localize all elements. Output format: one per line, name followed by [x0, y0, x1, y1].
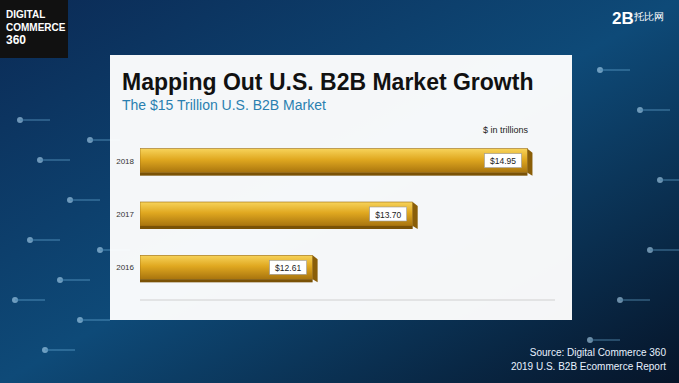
subtitle: The $15 Trillion U.S. B2B Market [122, 97, 326, 113]
logo-right-text: 托比网 [633, 11, 664, 22]
circuit-line [40, 160, 70, 161]
circuit-line [590, 340, 620, 341]
bar-shadow [140, 173, 527, 176]
data-label-box [370, 207, 407, 221]
circuit-line [80, 320, 110, 321]
category-label: 2018 [116, 157, 134, 166]
page: {"chart_data": {"type": "bar", "orientat… [0, 0, 679, 383]
x-axis-line [140, 300, 555, 301]
circuit-line [60, 280, 90, 281]
bar-cap [527, 149, 532, 176]
data-label: $14.95 [490, 156, 516, 166]
bar [140, 255, 313, 279]
bars [140, 149, 532, 283]
panel [110, 55, 572, 320]
category-label: 2016 [116, 263, 134, 272]
logo-right-text: 2B [612, 9, 634, 28]
circuit-line [660, 180, 679, 181]
category-label: 2017 [116, 210, 134, 219]
circuit-line [30, 240, 60, 241]
data-label: $13.70 [375, 210, 401, 220]
axis-label: $ in trillions [483, 125, 529, 135]
logo-left-text: DIGITAL [6, 9, 45, 20]
bar-shadow [140, 226, 413, 229]
circuit-line [15, 300, 45, 301]
circuit-line [20, 120, 50, 121]
logo-left-box [0, 0, 68, 58]
logo-left-text: COMMERCE [6, 22, 66, 33]
data-label-box [484, 154, 521, 168]
data-label: $12.61 [275, 263, 301, 273]
source-note: Source: Digital Commerce 360 [530, 347, 667, 358]
logo-left-text: 360 [6, 33, 26, 47]
title: Mapping Out U.S. B2B Market Growth [122, 69, 533, 95]
bar-shadow [140, 279, 313, 282]
source-note: 2019 U.S. B2B Ecommerce Report [511, 361, 666, 372]
circuit-line [640, 110, 670, 111]
circuit-line [70, 200, 100, 201]
chart-svg: DIGITAL COMMERCE360 2B托比网 Mapping Out U.S. … [0, 0, 679, 383]
background [0, 0, 679, 383]
bar-cap [313, 255, 318, 282]
circuit-line [600, 70, 630, 71]
bar-cap [413, 202, 418, 229]
bar [140, 202, 413, 226]
circuit-line [650, 250, 679, 251]
bar [140, 149, 527, 173]
circuit-line [620, 300, 650, 301]
data-label-box [270, 260, 307, 274]
circuit-line [45, 350, 75, 351]
